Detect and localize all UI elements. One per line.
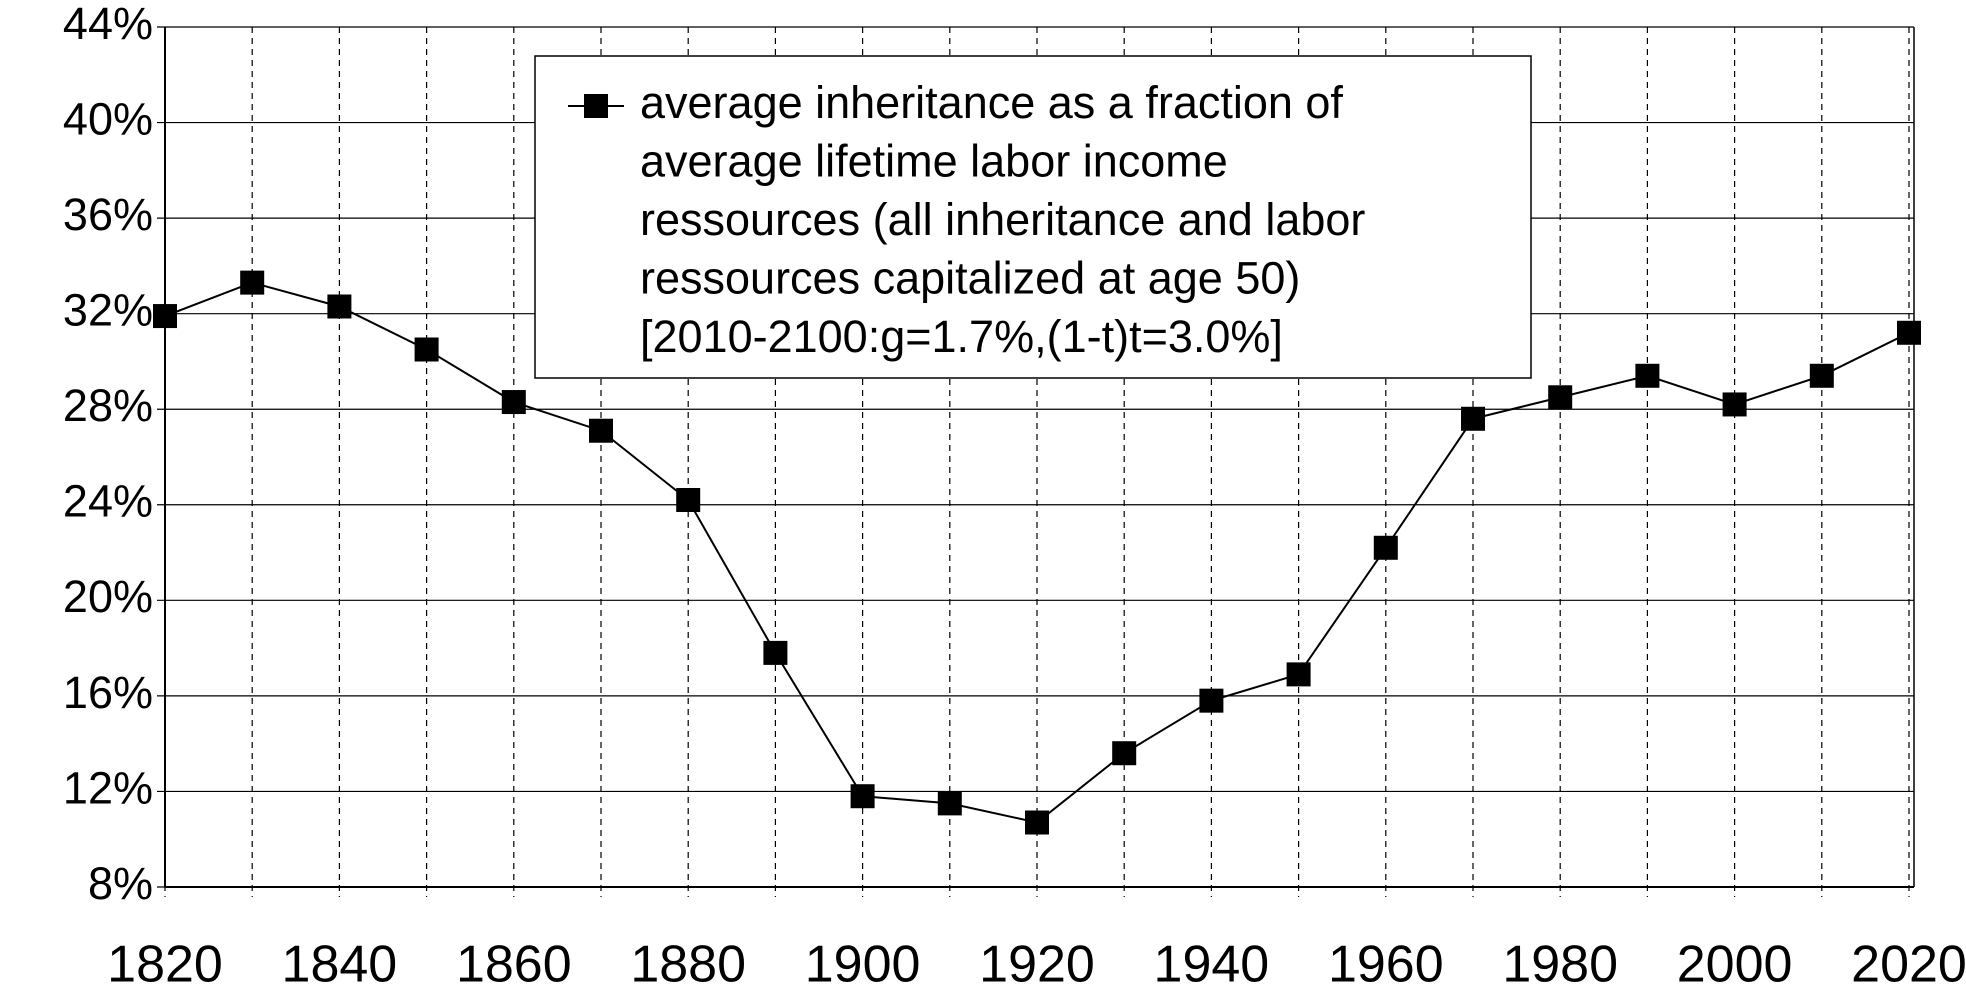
data-point bbox=[1112, 741, 1137, 766]
y-tick-label: 28% bbox=[63, 380, 153, 431]
y-tick-label: 44% bbox=[63, 0, 153, 49]
data-point bbox=[414, 337, 439, 362]
data-point bbox=[240, 270, 265, 295]
data-point bbox=[501, 390, 526, 415]
data-point bbox=[937, 791, 962, 816]
legend-label: average inheritance as a fraction of aver… bbox=[640, 77, 1365, 362]
x-tick-label: 1880 bbox=[630, 936, 746, 994]
legend-box bbox=[534, 55, 1532, 379]
y-tick-label: 40% bbox=[63, 93, 153, 144]
y-tick-label: 16% bbox=[63, 667, 153, 718]
x-tick-label: 1980 bbox=[1502, 936, 1618, 994]
data-point bbox=[763, 640, 788, 665]
data-point bbox=[327, 294, 352, 319]
data-point bbox=[1548, 385, 1573, 410]
legend-marker bbox=[584, 94, 608, 118]
y-tick-label: 8% bbox=[88, 858, 153, 909]
data-point bbox=[1025, 810, 1049, 835]
x-tick-label: 2000 bbox=[1677, 936, 1793, 994]
data-point bbox=[850, 784, 875, 809]
data-point bbox=[676, 488, 701, 512]
data-point bbox=[1373, 535, 1398, 560]
x-tick-label: 1820 bbox=[107, 936, 223, 994]
data-point bbox=[1635, 363, 1660, 388]
data-point bbox=[153, 304, 177, 329]
data-point bbox=[1199, 688, 1224, 713]
y-tick-label: 20% bbox=[63, 571, 153, 622]
data-point bbox=[1809, 363, 1834, 388]
x-tick-label: 1840 bbox=[282, 936, 398, 994]
data-point bbox=[1461, 406, 1485, 431]
data-point bbox=[589, 418, 613, 443]
y-tick-label: 32% bbox=[63, 285, 153, 336]
y-tick-label: 12% bbox=[63, 762, 153, 813]
y-tick-label: 24% bbox=[63, 476, 153, 527]
x-tick-label: 1960 bbox=[1328, 936, 1444, 994]
x-tick-label: 2020 bbox=[1851, 936, 1966, 994]
x-tick-label: 1940 bbox=[1154, 936, 1270, 994]
x-tick-label: 1860 bbox=[456, 936, 572, 994]
data-point bbox=[1286, 662, 1311, 687]
data-point bbox=[1897, 320, 1921, 345]
x-tick-label: 1920 bbox=[979, 936, 1095, 994]
x-tick-label: 1900 bbox=[805, 936, 921, 994]
data-point bbox=[1722, 392, 1747, 417]
legend: average inheritance as a fraction of aver… bbox=[534, 55, 1532, 379]
y-tick-label: 36% bbox=[63, 189, 153, 240]
